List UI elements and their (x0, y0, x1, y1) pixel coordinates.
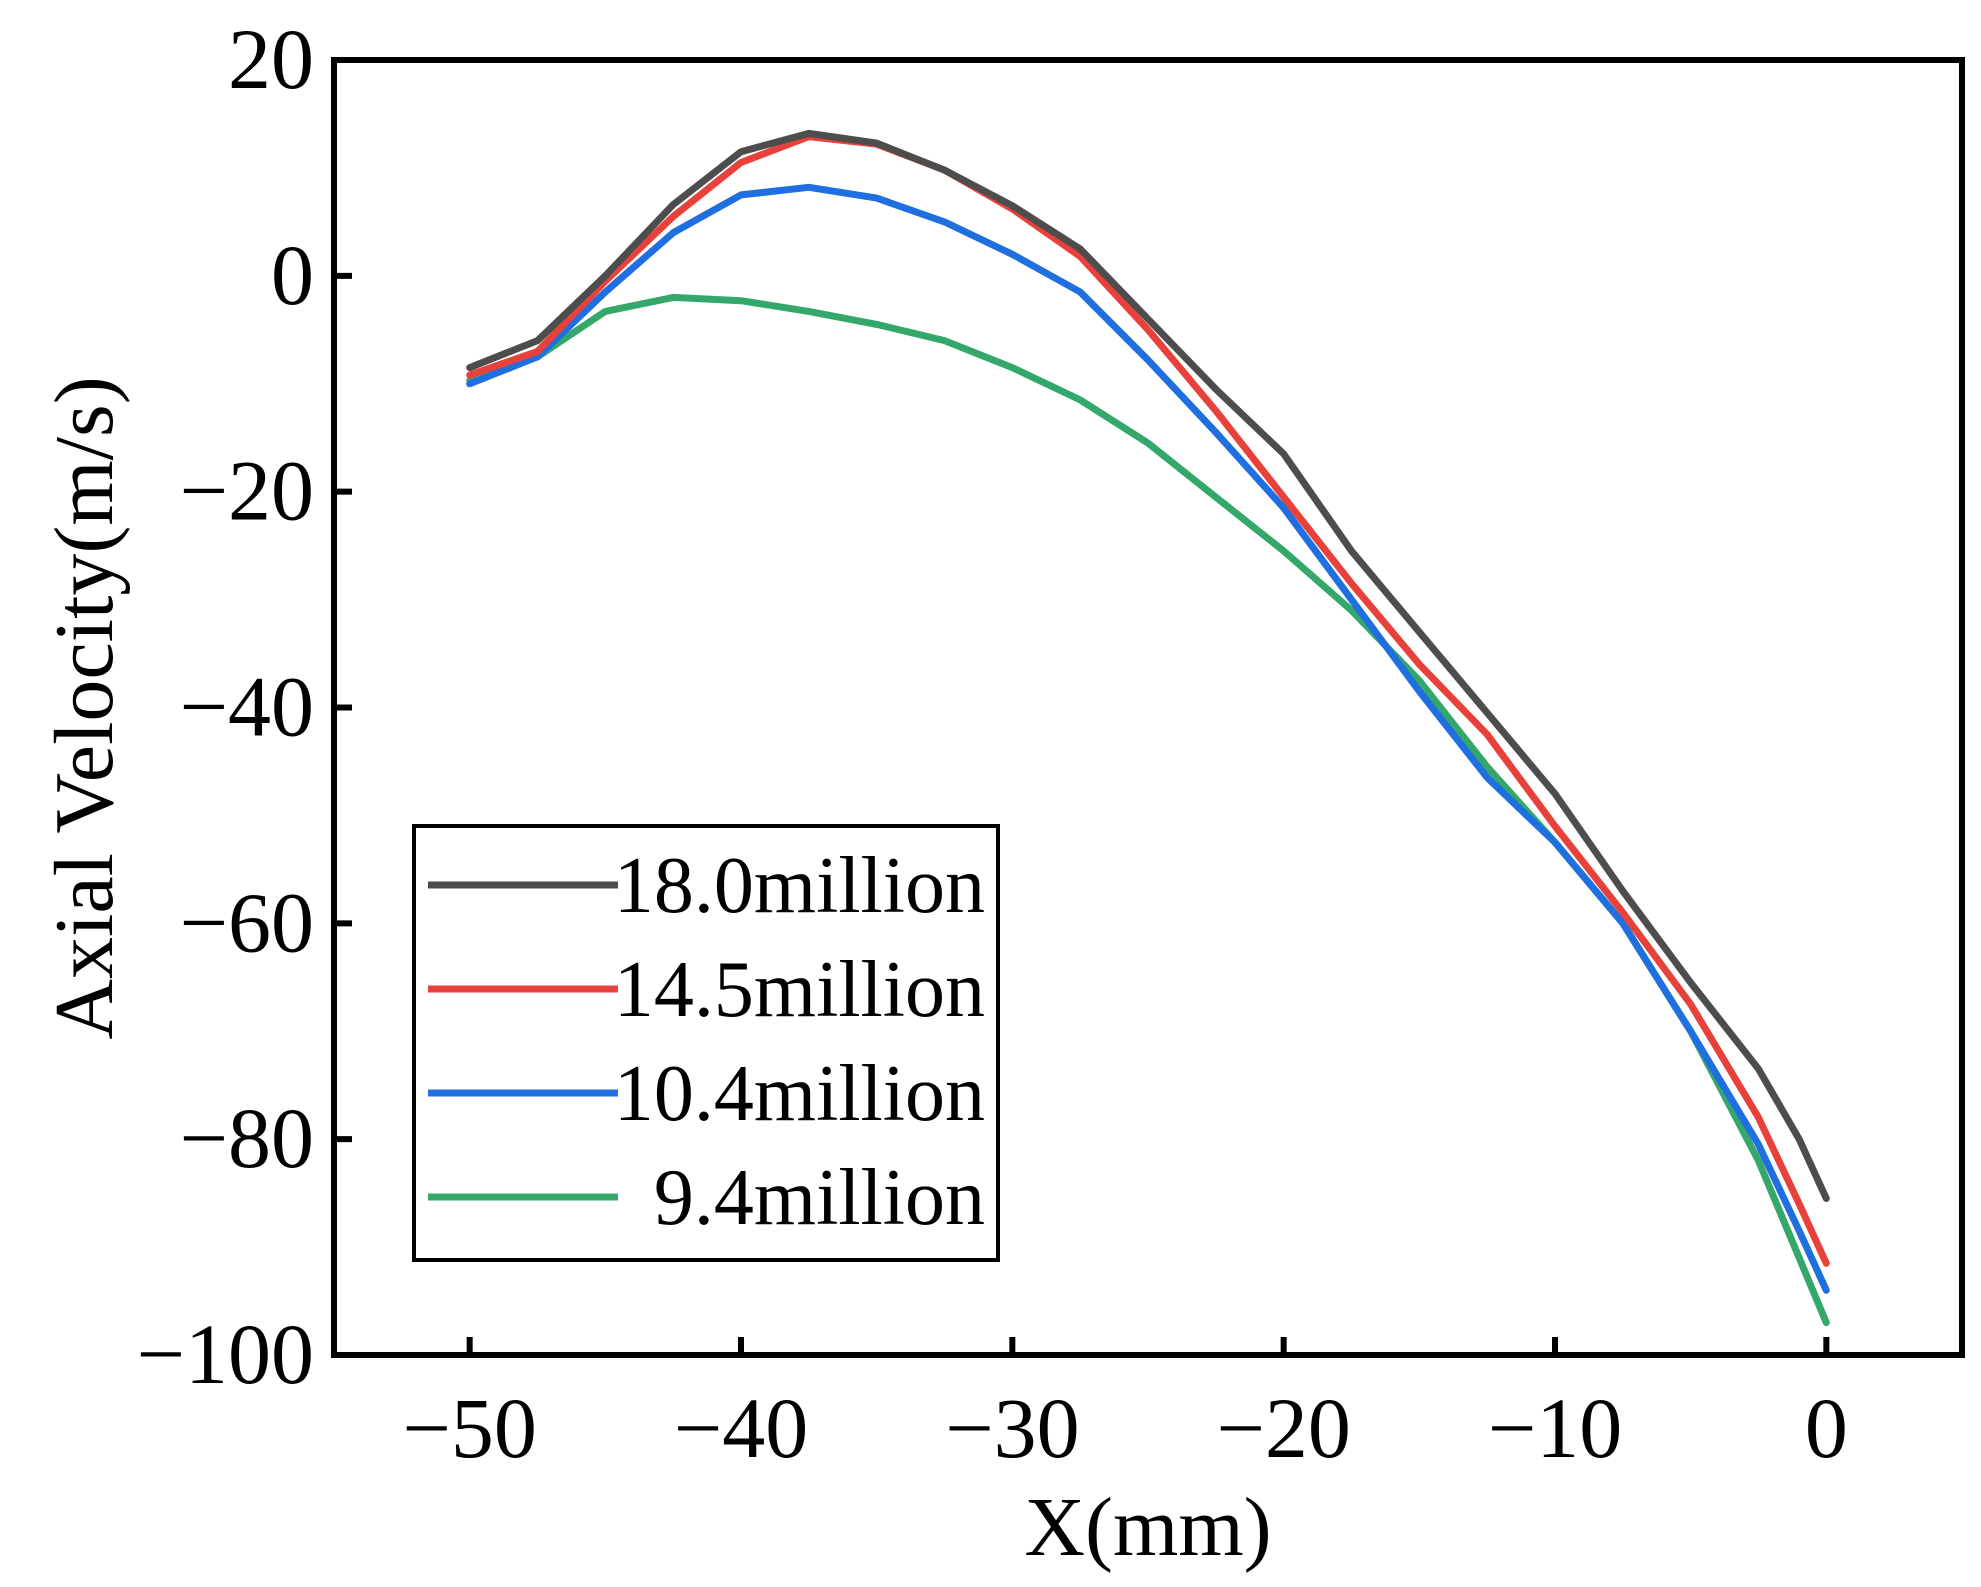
series-line-10.4million (466, 183, 1830, 1294)
y-tick-label: 0 (271, 227, 314, 323)
y-tick-label: 20 (228, 11, 314, 107)
y-axis-label: Axial Velocity(m/s) (38, 376, 131, 1039)
series-line-18.0million (466, 129, 1830, 1202)
y-tick-label: −100 (136, 1306, 314, 1402)
legend-label: 10.4million (614, 1050, 985, 1138)
x-axis-label: X(mm) (1024, 1481, 1271, 1574)
x-tick-label: −10 (1488, 1380, 1623, 1476)
x-tick-label: −40 (674, 1380, 809, 1476)
series-line-14.5million (466, 133, 1830, 1267)
legend-label: 9.4million (654, 1154, 985, 1242)
legend: 18.0million 14.5million 10.4million 9.4mill… (412, 824, 1000, 1262)
legend-box (412, 824, 1000, 1262)
legend-label: 18.0million (614, 842, 985, 930)
x-tick-label: 0 (1805, 1380, 1848, 1476)
x-tick-label: −30 (945, 1380, 1080, 1476)
y-tick-label: −60 (179, 874, 314, 970)
legend-label: 14.5million (614, 946, 985, 1034)
x-tick-label: −50 (402, 1380, 537, 1476)
y-tick-label: −80 (179, 1090, 314, 1186)
y-tick-label: −20 (179, 443, 314, 539)
x-tick-label: −20 (1216, 1380, 1351, 1476)
y-tick-label: −40 (179, 659, 314, 755)
